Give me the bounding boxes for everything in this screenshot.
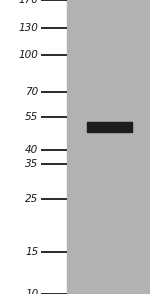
Text: 170: 170 xyxy=(18,0,38,5)
Text: 100: 100 xyxy=(18,50,38,60)
Text: 130: 130 xyxy=(18,23,38,33)
Bar xyxy=(67,0,150,294)
Text: 70: 70 xyxy=(25,87,38,97)
Text: 55: 55 xyxy=(25,112,38,122)
Text: 40: 40 xyxy=(25,145,38,155)
Bar xyxy=(87,122,132,132)
Text: 10: 10 xyxy=(25,289,38,294)
Text: 15: 15 xyxy=(25,247,38,257)
Text: 25: 25 xyxy=(25,194,38,204)
Text: 35: 35 xyxy=(25,159,38,169)
